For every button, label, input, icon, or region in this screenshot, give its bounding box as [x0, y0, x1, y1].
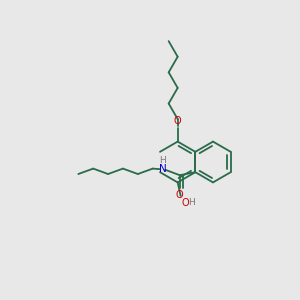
Text: N: N	[159, 164, 167, 174]
Text: O: O	[175, 190, 183, 200]
Text: O: O	[174, 116, 182, 126]
Text: H: H	[160, 156, 166, 165]
Text: O: O	[181, 198, 189, 208]
Text: H: H	[188, 198, 195, 207]
